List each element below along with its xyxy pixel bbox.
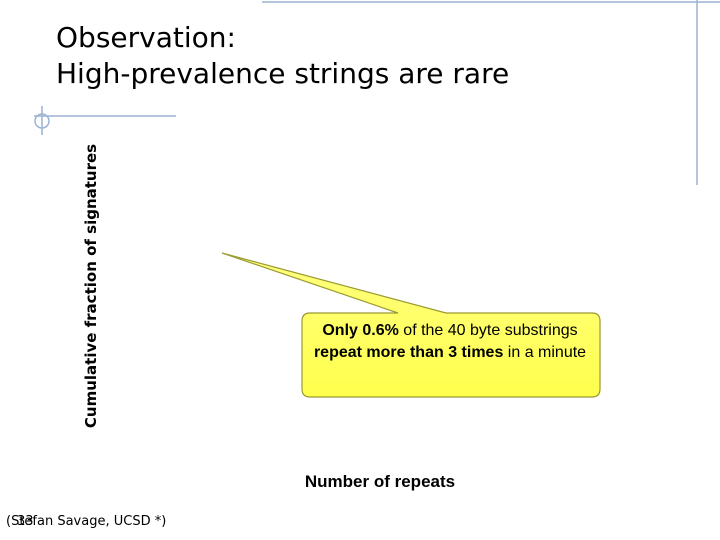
slide-title-line-1: Observation: [56,21,236,54]
x-axis-label: Number of repeats [304,472,456,491]
slide-title-line-2: High-prevalence strings are rare [56,57,510,90]
callout-text-part-5: in a minute [503,344,587,361]
footer-credit: (Stefan Savage, UCSD *) [6,514,167,529]
callout-text-part-4: repeat more than 3 times [313,344,504,361]
callout-text-part-3: of the 40 byte substrings [398,322,578,339]
callout-text: Only 0.6% of the 40 byte substrings repe… [302,320,598,392]
slide-title: Observation: High-prevalence strings are… [56,20,509,92]
page-number: 33 [17,514,34,529]
callout-text-part-1: Only [322,322,363,339]
slide-footer: (Stefan Savage, UCSD *) 33 [6,514,166,529]
callout-text-percent: 0.6% [362,322,399,339]
callout-shape [221,252,601,398]
